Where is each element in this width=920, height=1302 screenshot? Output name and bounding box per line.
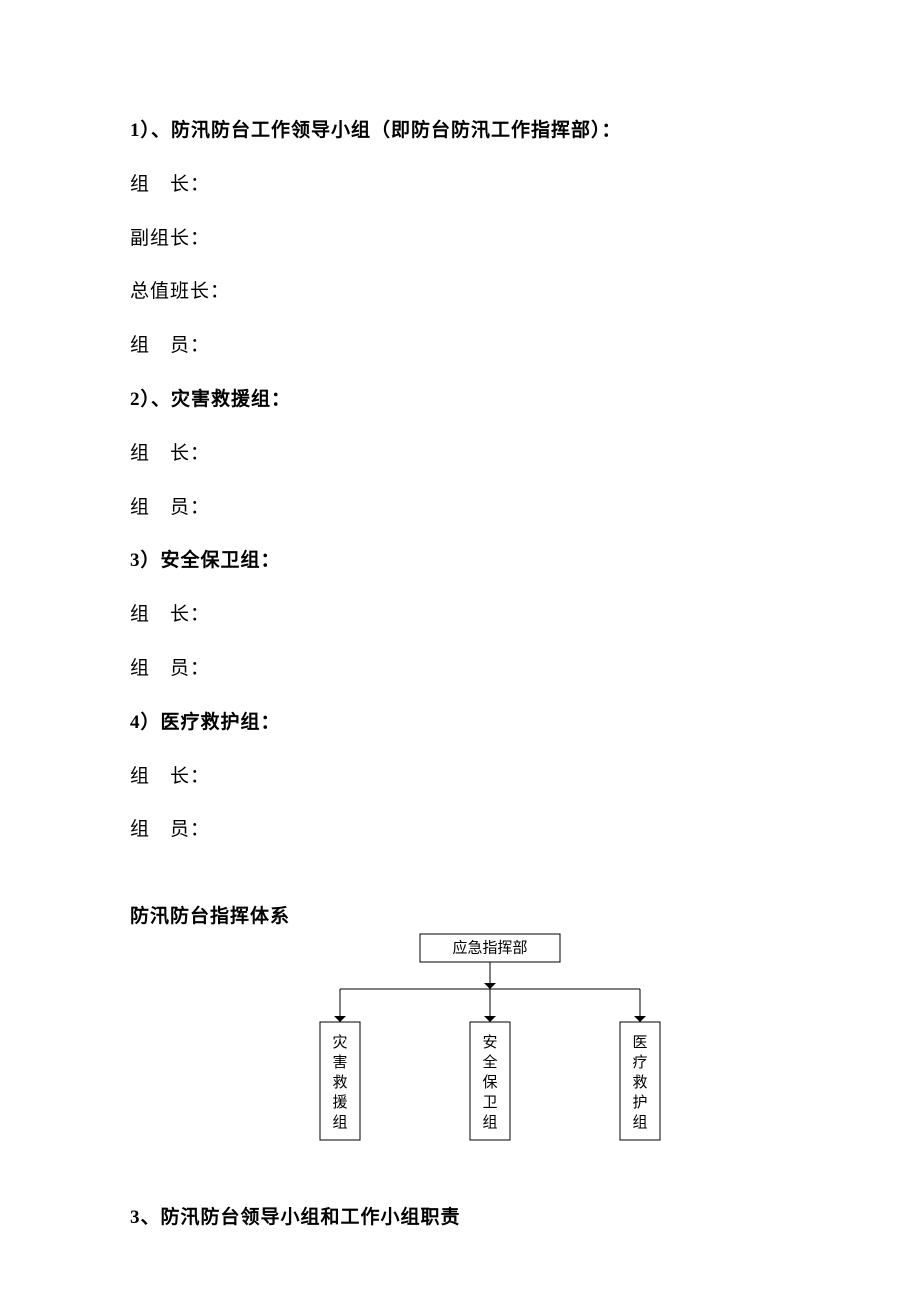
section-2-line-1: 组 员：: [130, 487, 790, 529]
section-3-line-1: 组 员：: [130, 648, 790, 690]
org-chart-svg: 应急指挥部灾害救援组 安全保卫组 医疗救护组: [220, 934, 740, 1154]
section-3-heading: 3）安全保卫组：: [130, 540, 790, 582]
svg-text:医疗救护组: 医疗救护组: [632, 1035, 647, 1131]
section-1-line-0: 组 长：: [130, 164, 790, 206]
section-1-heading: 1）、防汛防台工作领导小组（即防台防汛工作指挥部）：: [130, 110, 790, 152]
svg-text:安全保卫组: 安全保卫组: [482, 1034, 497, 1131]
section-1-line-2: 总值班长：: [130, 271, 790, 313]
document-page: 1）、防汛防台工作领导小组（即防台防汛工作指挥部）： 组 长： 副组长： 总值班…: [0, 0, 920, 1302]
svg-text:灾害救援组: 灾害救援组: [332, 1034, 347, 1131]
section-2-line-0: 组 长：: [130, 433, 790, 475]
svg-text:应急指挥部: 应急指挥部: [452, 939, 527, 957]
org-chart: 应急指挥部灾害救援组 安全保卫组 医疗救护组: [220, 934, 740, 1154]
section-2-heading: 2）、灾害救援组：: [130, 379, 790, 421]
chart-title: 防汛防台指挥体系: [130, 901, 790, 928]
section-4-line-1: 组 员：: [130, 809, 790, 851]
section-1-line-3: 组 员：: [130, 325, 790, 367]
section-4-line-0: 组 长：: [130, 756, 790, 798]
section-1-line-1: 副组长：: [130, 218, 790, 260]
section-4-heading: 4）医疗救护组：: [130, 702, 790, 744]
responsibilities-heading: 3、防汛防台领导小组和工作小组职责: [130, 1202, 790, 1229]
section-3-line-0: 组 长：: [130, 594, 790, 636]
